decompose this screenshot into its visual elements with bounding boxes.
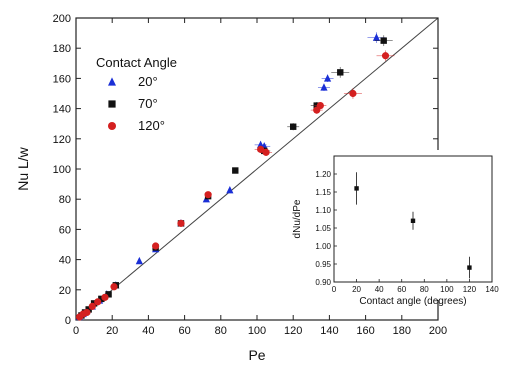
inset-y-tick-label: 1.00 (315, 242, 331, 251)
data-point-square (232, 167, 239, 174)
data-point-circle (177, 219, 185, 227)
inset-y-tick-label: 1.10 (315, 206, 331, 215)
y-tick-label: 100 (53, 164, 71, 176)
y-tick-label: 20 (59, 285, 71, 297)
inset-x-tick-label: 120 (463, 285, 477, 294)
y-tick-label: 80 (59, 194, 71, 206)
data-point-circle (204, 191, 212, 199)
y-tick-label: 0 (65, 315, 71, 327)
y-tick-label: 40 (59, 255, 71, 267)
legend-label: 70° (138, 96, 158, 111)
data-point-circle (257, 145, 265, 153)
x-tick-label: 140 (320, 325, 338, 337)
data-point-triangle (320, 83, 328, 91)
legend-label: 20° (138, 74, 158, 89)
legend-title: Contact Angle (96, 55, 177, 70)
data-point-triangle (226, 185, 234, 194)
main-y-axis-label: Nu L/w (15, 146, 31, 190)
y-tick-label: 120 (53, 134, 71, 146)
inset-data-point (354, 186, 359, 191)
x-tick-label: 80 (215, 325, 227, 337)
inset-background (292, 150, 500, 300)
legend-marker-square (108, 100, 116, 108)
inset-y-tick-label: 1.20 (315, 170, 331, 179)
inset-axis-ticks: 0 20 40 60 80 100 120 140 0.90 0.95 1.00 1.05 1.10 1.… (315, 170, 499, 294)
data-point-square (290, 123, 297, 130)
inset-x-tick-label: 0 (332, 285, 337, 294)
x-tick-label: 0 (73, 325, 79, 337)
y-tick-label: 140 (53, 104, 71, 116)
inset-y-tick-label: 0.95 (315, 260, 331, 269)
inset-x-tick-label: 140 (485, 285, 499, 294)
inset-y-axis-label: dNu/dPe (292, 199, 303, 238)
x-tick-label: 160 (356, 325, 374, 337)
data-point-circle (88, 302, 96, 311)
data-point-square (380, 37, 387, 44)
x-tick-label: 60 (178, 325, 190, 337)
legend-items: 20° 70° 120° (108, 74, 165, 133)
legend-marker-circle (108, 122, 116, 130)
main-data-points (76, 32, 395, 321)
x-tick-label: 40 (142, 325, 154, 337)
data-point-circle (94, 298, 102, 306)
inset-y-tick-label: 1.15 (315, 188, 331, 197)
legend-marker-triangle (108, 77, 116, 86)
inset-data-point (410, 218, 416, 223)
y-tick-label: 200 (53, 13, 71, 25)
data-point-square (105, 291, 112, 298)
inset-x-axis-label: Contact angle (degrees) (359, 296, 466, 307)
data-point-triangle (372, 33, 381, 41)
reference-line (75, 17, 439, 321)
data-point-circle (101, 293, 109, 301)
legend: Contact Angle 20° 70° 120° (96, 55, 177, 133)
inset-x-tick-label: 40 (375, 285, 384, 294)
inset-x-tick-label: 20 (352, 285, 361, 294)
main-plot: 0 20 40 60 80 100 120 140 160 180 2000204060801001… (15, 13, 447, 363)
y-tick-label: 60 (59, 224, 71, 236)
x-tick-label: 100 (248, 325, 266, 337)
y-tick-label: 160 (53, 73, 71, 85)
main-axis-ticks: 0 20 40 60 80 100 120 140 160 180 2000204060801001… (53, 13, 448, 337)
data-point-circle (152, 242, 160, 250)
data-point-square (98, 295, 105, 303)
data-point-triangle (323, 74, 332, 82)
data-point-circle (349, 89, 357, 98)
data-point-circle (316, 101, 324, 110)
data-point-triangle (135, 256, 143, 265)
data-point-circle (381, 52, 390, 60)
data-point-circle (262, 148, 270, 156)
x-tick-label: 200 (429, 325, 447, 337)
data-point-circle (110, 283, 118, 291)
data-point-circle (83, 308, 91, 317)
inset-y-tick-label: 0.90 (315, 278, 331, 287)
y-tick-label: 180 (53, 43, 71, 55)
x-tick-label: 180 (393, 325, 411, 337)
x-tick-label: 20 (106, 325, 118, 337)
inset-x-tick-label: 60 (397, 285, 406, 294)
data-point-square (337, 69, 344, 76)
inset-y-tick-label: 1.05 (315, 224, 331, 233)
x-tick-label: 120 (284, 325, 302, 337)
inset-x-tick-label: 100 (440, 285, 454, 294)
inset-plot: 0 20 40 60 80 100 120 140 0.90 0.95 1.00 1.05 1.10 1.… (292, 150, 500, 307)
inset-x-tick-label: 80 (420, 285, 429, 294)
inset-plot-frame (333, 155, 493, 283)
inset-data-points (354, 172, 472, 279)
inset-data-point (467, 265, 472, 270)
legend-label: 120° (138, 118, 165, 133)
main-x-axis-label: Pe (248, 347, 265, 363)
